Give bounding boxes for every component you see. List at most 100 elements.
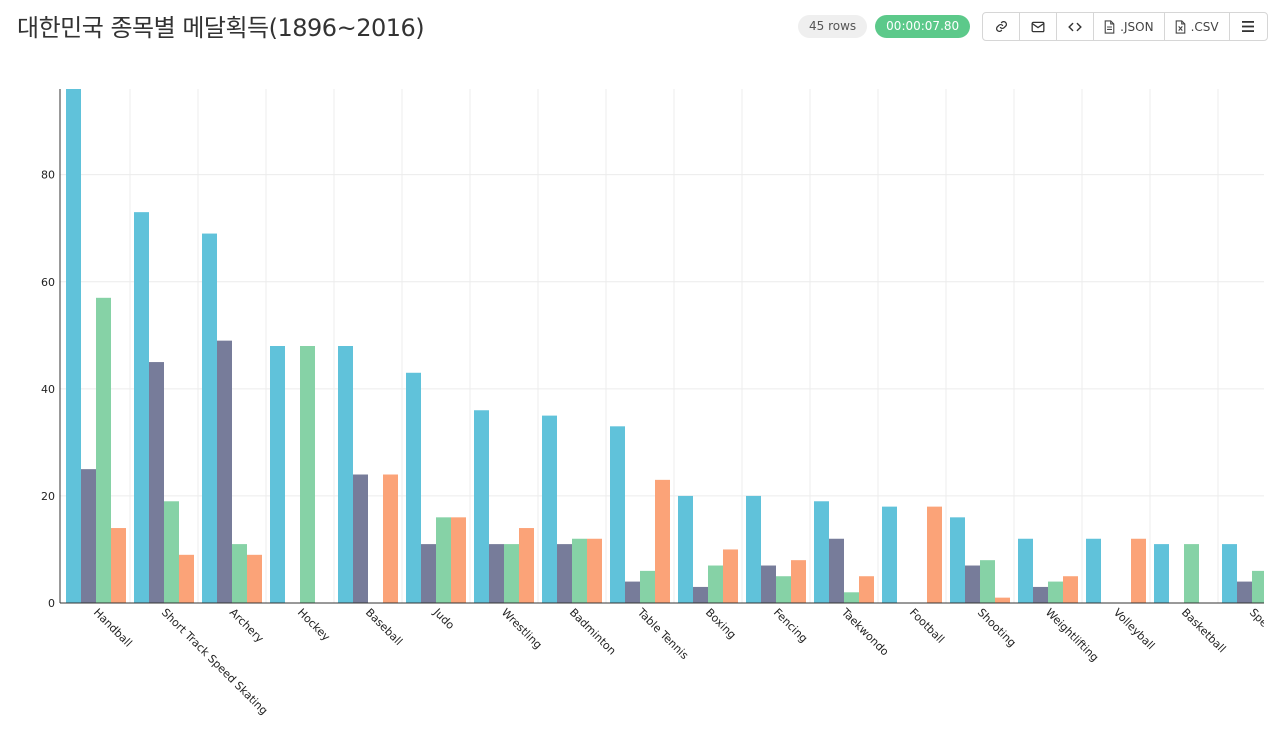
bar <box>693 586 708 603</box>
menu-button[interactable] <box>1230 13 1267 40</box>
export-csv-button[interactable]: .CSV <box>1165 13 1230 40</box>
bar <box>655 479 670 603</box>
bar <box>406 372 421 603</box>
bar <box>625 581 640 603</box>
bar <box>1237 581 1252 603</box>
bar <box>81 469 96 603</box>
y-tick-label: 40 <box>41 383 55 396</box>
x-category-label: Shooting <box>975 606 1019 650</box>
x-category-label: Taekwondo <box>838 605 891 658</box>
bar <box>859 576 874 603</box>
link-icon <box>995 21 1007 32</box>
embed-code-button[interactable] <box>1057 13 1095 40</box>
x-category-label: Hockey <box>295 606 333 644</box>
x-category-label: Weightlifting <box>1043 606 1101 664</box>
y-tick-label: 20 <box>41 490 55 503</box>
bar <box>149 362 164 603</box>
bar <box>300 346 315 603</box>
bar <box>1033 586 1048 603</box>
bar <box>723 549 738 603</box>
bar <box>111 528 126 603</box>
action-button-group: .JSON .CSV <box>982 12 1268 41</box>
bar <box>1252 570 1264 603</box>
bar <box>610 426 625 603</box>
bar <box>746 495 761 603</box>
bar <box>927 506 942 603</box>
bar <box>202 233 217 603</box>
bar <box>791 560 806 603</box>
bar <box>96 297 111 603</box>
axes <box>59 89 1264 604</box>
code-icon <box>1068 22 1082 31</box>
bar <box>164 501 179 603</box>
x-category-label: Handball <box>91 606 135 650</box>
bar <box>383 474 398 603</box>
x-category-label: Fencing <box>771 606 810 645</box>
bar <box>950 517 965 603</box>
x-category-label: Archery <box>227 606 267 646</box>
bars <box>66 89 1264 603</box>
bar <box>519 528 534 603</box>
bar <box>436 517 451 603</box>
bar <box>1154 544 1169 603</box>
bar <box>353 474 368 603</box>
bar <box>247 554 262 603</box>
bar <box>980 560 995 603</box>
bar <box>1063 576 1078 603</box>
query-time-badge: 00:00:07.80 <box>875 15 971 38</box>
bar <box>965 565 980 603</box>
bar <box>640 570 655 603</box>
bar <box>829 538 844 603</box>
x-category-label: Badminton <box>567 606 619 658</box>
bar <box>572 538 587 603</box>
x-category-label: Wrestling <box>499 606 545 652</box>
bar <box>814 501 829 603</box>
bar <box>1018 538 1033 603</box>
bar <box>882 506 897 603</box>
x-category-label: Baseball <box>363 606 405 648</box>
bar <box>489 544 504 603</box>
bar <box>217 340 232 603</box>
bar <box>776 576 791 603</box>
bar <box>761 565 776 603</box>
bar <box>66 89 81 603</box>
bar <box>1086 538 1101 603</box>
x-category-label: Volleyball <box>1111 606 1157 652</box>
bar <box>542 415 557 603</box>
email-button[interactable] <box>1020 13 1058 40</box>
bar <box>708 565 723 603</box>
bar <box>474 410 489 603</box>
export-json-label: .JSON <box>1120 19 1154 34</box>
page-title: 대한민국 종목별 메달획득(1896~2016) <box>17 14 425 42</box>
toolbar: 45 rows 00:00:07.80 .JSON .CSV <box>798 12 1268 41</box>
bar <box>504 544 519 603</box>
row-count-badge: 45 rows <box>798 15 868 38</box>
bar <box>678 495 693 603</box>
bar <box>844 592 859 603</box>
bar <box>1184 544 1199 603</box>
bar <box>338 346 353 603</box>
y-tick-label: 60 <box>41 276 55 289</box>
x-category-label: Judo <box>430 605 457 632</box>
bar <box>270 346 285 603</box>
bar <box>232 544 247 603</box>
bar <box>1131 538 1146 603</box>
x-category-label: Basketball <box>1179 606 1228 655</box>
file-icon <box>1104 19 1115 34</box>
bar <box>557 544 572 603</box>
bar <box>587 538 602 603</box>
bar <box>1048 581 1063 603</box>
bar <box>451 517 466 603</box>
hamburger-icon <box>1242 21 1255 32</box>
mail-icon <box>1031 21 1045 32</box>
link-button[interactable] <box>983 13 1021 40</box>
file-x-icon <box>1175 19 1185 34</box>
export-csv-label: .CSV <box>1190 19 1219 34</box>
x-category-label: Football <box>907 606 947 646</box>
export-json-button[interactable]: .JSON <box>1094 13 1165 40</box>
y-tick-label: 80 <box>41 169 55 182</box>
bar <box>421 544 436 603</box>
x-category-label: Speed <box>1247 606 1275 640</box>
bar <box>134 212 149 603</box>
